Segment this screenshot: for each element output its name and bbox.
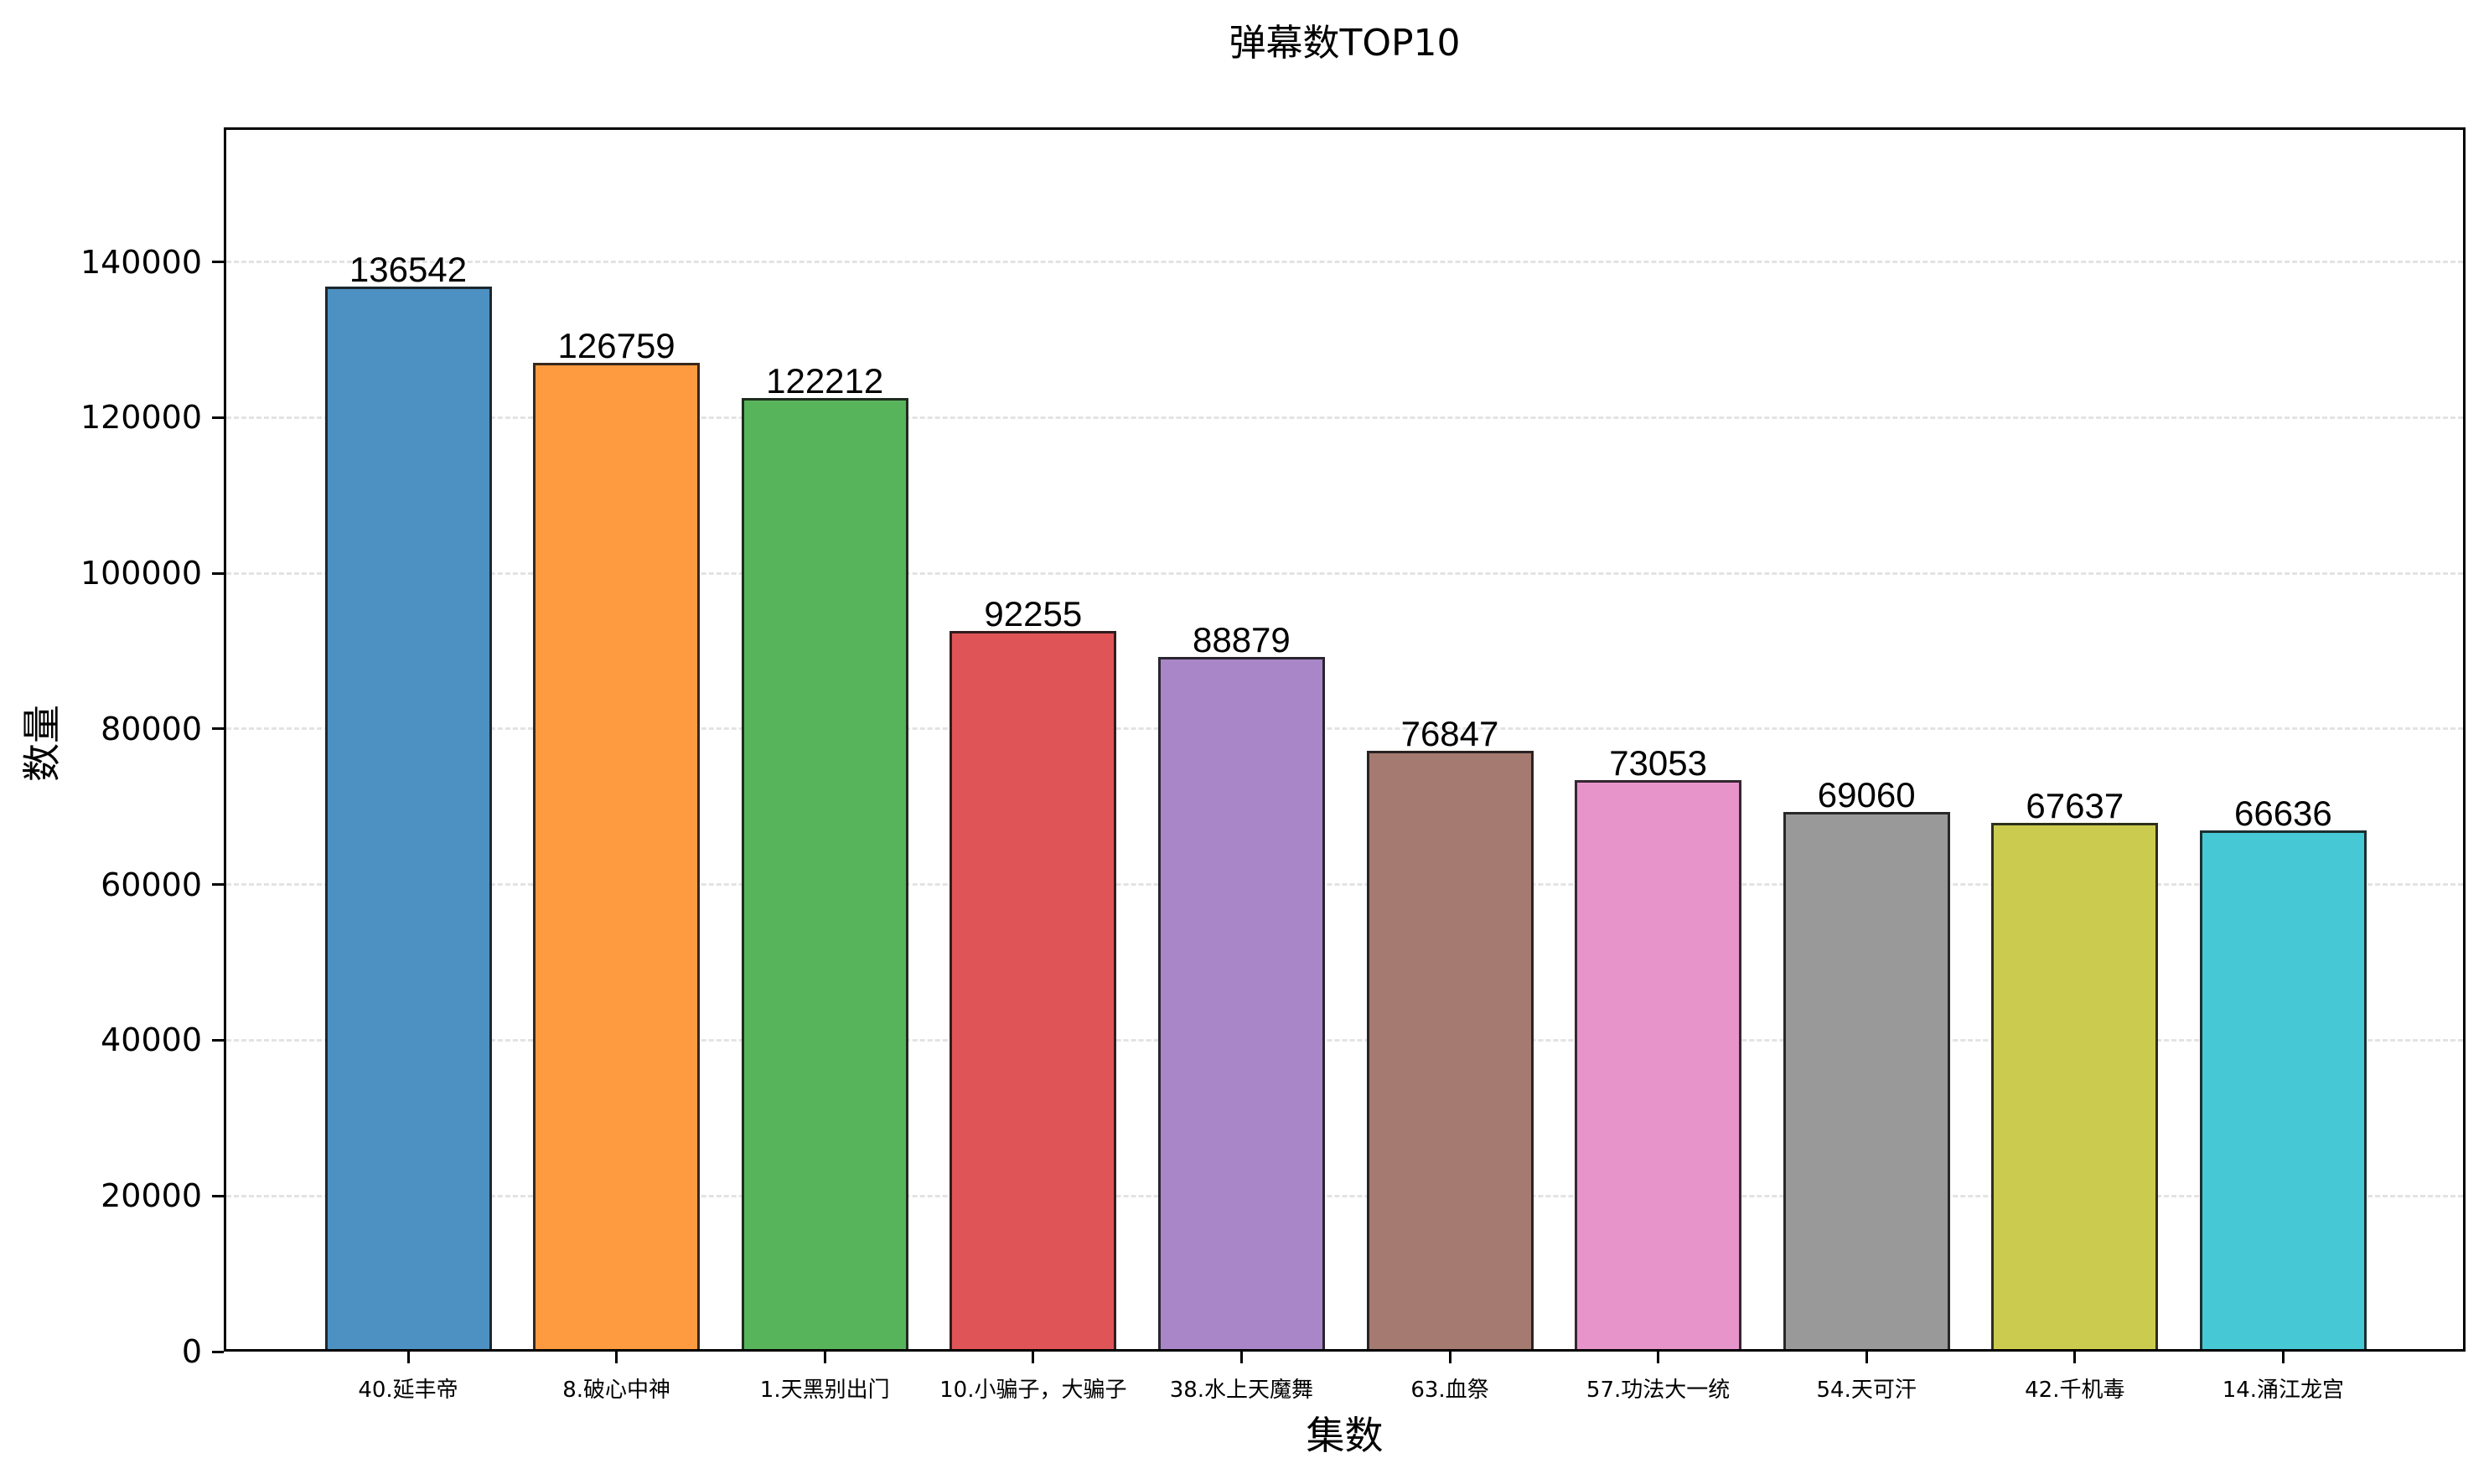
y-tick-label: 0 <box>181 1333 202 1370</box>
bar-value-label: 73053 <box>1609 743 1707 783</box>
bar-value-label: 69060 <box>1817 774 1916 814</box>
x-tick-label: 8.破心中神 <box>562 1378 670 1403</box>
bar-value-label: 67637 <box>2026 785 2124 825</box>
y-tick-label: 140000 <box>80 243 202 281</box>
bar <box>950 631 1117 1349</box>
y-tick-mark <box>212 571 224 575</box>
bar <box>741 397 908 1349</box>
bar <box>324 286 492 1349</box>
bar <box>2199 830 2367 1349</box>
x-tick-label: 10.小骗子，大骗子 <box>939 1378 1127 1403</box>
bar <box>1157 657 1325 1349</box>
x-tick-mark <box>2281 1352 2285 1363</box>
x-tick-label: 38.水上天魔舞 <box>1169 1378 1314 1403</box>
x-tick-label: 57.功法大一统 <box>1586 1378 1731 1403</box>
x-tick-mark <box>615 1352 618 1363</box>
bar-value-label: 76847 <box>1400 714 1499 754</box>
bar-value-label: 92255 <box>984 594 1083 634</box>
gridline <box>226 1194 2463 1197</box>
gridline <box>226 571 2463 575</box>
y-tick-mark <box>212 1038 224 1042</box>
x-tick-label: 63.血祭 <box>1410 1378 1489 1403</box>
x-tick-label: 42.千机毒 <box>2025 1378 2125 1403</box>
gridline <box>226 727 2463 731</box>
y-tick-label: 40000 <box>101 1021 202 1059</box>
bar <box>1783 811 1950 1349</box>
y-tick-label: 120000 <box>80 399 202 437</box>
y-tick-mark <box>212 1194 224 1197</box>
y-tick-label: 20000 <box>101 1177 202 1215</box>
y-tick-label: 60000 <box>101 866 202 903</box>
x-tick-mark <box>406 1352 410 1363</box>
plot-area: 136542 126759 122212 92255 88879 76847 73053 69… <box>224 127 2466 1352</box>
bar <box>1575 780 1742 1349</box>
x-tick-mark <box>1657 1352 1660 1363</box>
bar <box>1991 822 2159 1349</box>
bar <box>533 362 701 1349</box>
y-tick-mark <box>212 727 224 731</box>
y-tick-mark <box>212 883 224 887</box>
gridline <box>226 883 2463 887</box>
x-tick-label: 1.天黑别出门 <box>759 1378 890 1403</box>
x-tick-label: 14.涌江龙宫 <box>2222 1378 2345 1403</box>
bar-value-label: 88879 <box>1192 620 1291 660</box>
gridline <box>226 1038 2463 1042</box>
bar <box>1366 751 1534 1349</box>
bar-value-label: 122212 <box>766 360 884 401</box>
x-axis-label: 集数 <box>1306 1413 1384 1458</box>
y-tick-mark <box>212 1350 224 1353</box>
y-tick-mark <box>212 261 224 264</box>
bar-value-label: 136542 <box>349 249 468 289</box>
chart-title: 弹幕数TOP10 <box>1229 22 1461 65</box>
x-tick-mark <box>1865 1352 1868 1363</box>
x-tick-mark <box>2073 1352 2077 1363</box>
y-tick-label: 100000 <box>80 555 202 592</box>
x-tick-mark <box>1032 1352 1035 1363</box>
x-tick-label: 54.天可汗 <box>1816 1378 1917 1403</box>
x-tick-mark <box>823 1352 826 1363</box>
gridline <box>226 416 2463 419</box>
bar-value-label: 66636 <box>2233 794 2332 834</box>
y-tick-label: 80000 <box>101 710 202 747</box>
y-tick-mark <box>212 416 224 419</box>
x-tick-label: 40.延丰帝 <box>358 1378 458 1403</box>
bar-value-label: 126759 <box>557 325 675 365</box>
x-tick-mark <box>1448 1352 1451 1363</box>
gridline <box>226 261 2463 264</box>
y-axis-label: 数量 <box>19 705 65 782</box>
x-tick-mark <box>1239 1352 1243 1363</box>
